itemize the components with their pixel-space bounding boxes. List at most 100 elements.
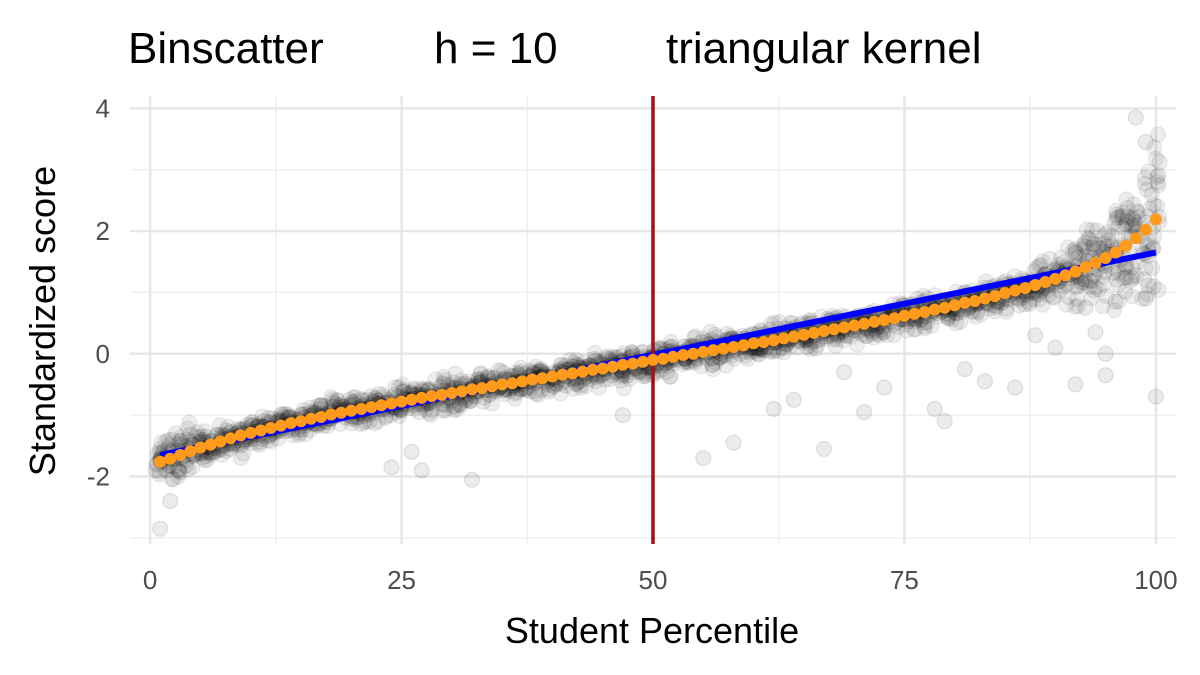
raw-point: [1006, 379, 1024, 396]
binscatter-point: [717, 342, 730, 355]
binscatter-point: [807, 326, 820, 339]
binscatter-point: [455, 385, 468, 398]
raw-point: [211, 417, 228, 434]
binscatter-point: [898, 309, 911, 322]
raw-point: [1027, 327, 1044, 344]
binscatter-point: [305, 412, 317, 425]
binscatter-point: [375, 399, 388, 412]
raw-point: [153, 434, 170, 451]
binscatter-point: [818, 325, 830, 337]
x-tick-label: 100: [1134, 565, 1177, 595]
raw-point: [506, 390, 523, 407]
raw-point: [562, 351, 579, 368]
binscatter-point: [1129, 232, 1142, 245]
binscatter-point: [707, 344, 720, 357]
x-tick-label: 50: [639, 565, 668, 595]
raw-point: [695, 450, 712, 467]
raw-point: [413, 462, 430, 479]
raw-point: [492, 362, 510, 379]
y-axis-label: Standardized score: [22, 166, 63, 476]
raw-point: [1143, 260, 1161, 277]
binscatter-point: [365, 401, 378, 414]
raw-point: [347, 389, 364, 406]
binscatter-point: [948, 299, 961, 312]
chart-title-part-1: Binscatter: [128, 24, 324, 73]
raw-point: [189, 424, 206, 441]
binscatter-point: [667, 350, 680, 363]
binscatter-point: [928, 303, 941, 316]
binscatter-point: [777, 332, 790, 345]
raw-point: [926, 400, 943, 418]
raw-point: [436, 371, 454, 389]
raw-point: [452, 397, 469, 414]
binscatter-point: [606, 360, 619, 373]
x-tick-label: 25: [387, 565, 416, 595]
binscatter-point: [325, 408, 338, 421]
binscatter-point: [958, 296, 971, 309]
binscatter-point: [295, 415, 307, 428]
binscatter-point: [858, 317, 871, 330]
raw-point: [198, 451, 216, 468]
binscatter-point: [999, 287, 1011, 299]
binscatter-point: [868, 315, 881, 328]
raw-point: [586, 344, 603, 362]
binscatter-point: [757, 336, 770, 349]
raw-point: [540, 383, 558, 400]
binscatter-point: [536, 372, 549, 385]
raw-point: [446, 397, 463, 415]
binscatter-point: [264, 422, 277, 434]
raw-point: [196, 452, 213, 469]
raw-point: [387, 379, 404, 396]
binscatter-point: [888, 312, 901, 325]
raw-point: [177, 457, 194, 474]
binscatter-point: [194, 441, 207, 454]
raw-point: [322, 389, 340, 406]
binscatter-point: [476, 382, 488, 395]
raw-point: [447, 365, 464, 382]
binscatter-point: [1009, 284, 1022, 297]
raw-point: [163, 470, 180, 488]
x-tick-label: 75: [890, 565, 919, 595]
binscatter-point: [254, 424, 267, 437]
binscatter-point: [737, 339, 750, 352]
binscatter-point: [727, 341, 740, 353]
binscatter-point: [445, 387, 458, 399]
binscatter-point: [244, 426, 257, 439]
raw-point: [329, 392, 346, 409]
raw-point: [785, 391, 802, 408]
raw-point: [436, 401, 453, 419]
raw-point: [435, 402, 452, 419]
raw-point: [1087, 324, 1104, 341]
binscatter-point: [284, 417, 297, 430]
binscatter-point: [787, 330, 800, 343]
raw-point: [765, 400, 782, 418]
raw-point: [422, 406, 439, 424]
raw-point: [196, 423, 213, 440]
raw-point: [472, 366, 489, 383]
binscatter-point: [626, 357, 639, 370]
raw-point: [235, 445, 252, 462]
binscatter-point: [415, 391, 428, 404]
raw-point: [856, 404, 873, 421]
raw-point: [366, 415, 383, 432]
binscatter-point: [636, 355, 649, 368]
binscatter-point: [647, 353, 659, 366]
raw-point: [172, 464, 189, 481]
binscatter-point: [908, 307, 921, 320]
raw-point: [170, 461, 187, 478]
raw-point: [152, 520, 169, 537]
y-tick-label: -2: [87, 461, 110, 491]
raw-point: [1147, 388, 1165, 405]
raw-point: [1127, 109, 1144, 126]
binscatter-point: [234, 429, 247, 442]
raw-point: [213, 446, 231, 463]
binscatter-point: [918, 306, 931, 318]
y-tick-label: 0: [96, 339, 110, 369]
binscatter-point: [214, 435, 227, 448]
raw-point: [1124, 209, 1141, 226]
binscatter-point: [405, 393, 418, 406]
binscatter-point: [425, 390, 438, 403]
chart-title-part-3: triangular kernel: [666, 24, 982, 73]
y-tick-label: 2: [96, 216, 110, 246]
